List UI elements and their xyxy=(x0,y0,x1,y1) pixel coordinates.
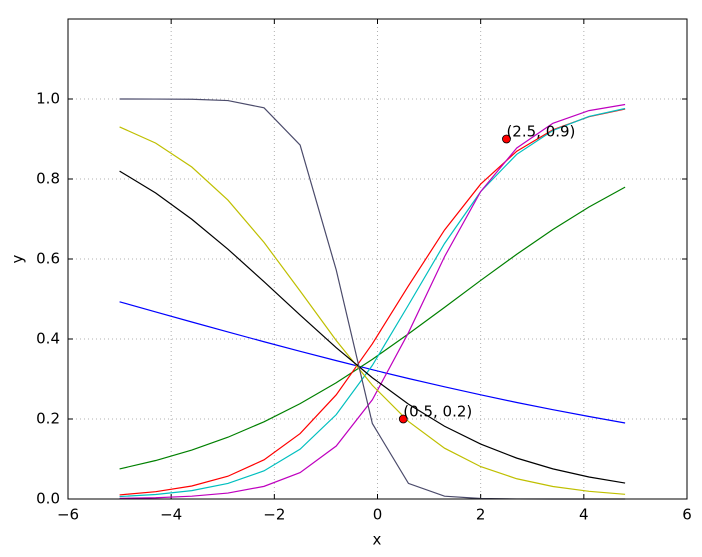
series-line xyxy=(119,103,626,499)
y-tick-label: 1.0 xyxy=(36,90,60,108)
annotation: (2.5, 0.9) xyxy=(506,123,575,141)
y-tick-label: 0.8 xyxy=(36,170,60,188)
series-line xyxy=(119,126,626,495)
x-tick-label: −6 xyxy=(57,506,79,524)
x-tick-label: −2 xyxy=(263,506,285,524)
x-axis-label: x xyxy=(373,531,382,549)
series-line xyxy=(119,107,626,498)
x-tick-label: 6 xyxy=(682,506,692,524)
series-line xyxy=(119,108,626,496)
point xyxy=(502,134,511,144)
y-tick-label: 0.4 xyxy=(36,330,60,348)
annotation: (0.5, 0.2) xyxy=(403,403,472,421)
x-tick-label: 4 xyxy=(579,506,589,524)
series-line xyxy=(119,170,626,484)
y-axis-label: y xyxy=(9,254,27,263)
plot-frame xyxy=(67,18,688,500)
series-line xyxy=(119,186,626,470)
series-line xyxy=(119,301,626,424)
point xyxy=(398,414,408,424)
y-tick-label: 0.0 xyxy=(36,490,60,508)
x-tick-label: 0 xyxy=(373,506,383,524)
x-tick-label: −4 xyxy=(160,506,182,524)
y-tick-label: 0.6 xyxy=(36,250,60,268)
x-tick-label: 2 xyxy=(476,506,486,524)
y-tick-label: 0.2 xyxy=(36,410,60,428)
